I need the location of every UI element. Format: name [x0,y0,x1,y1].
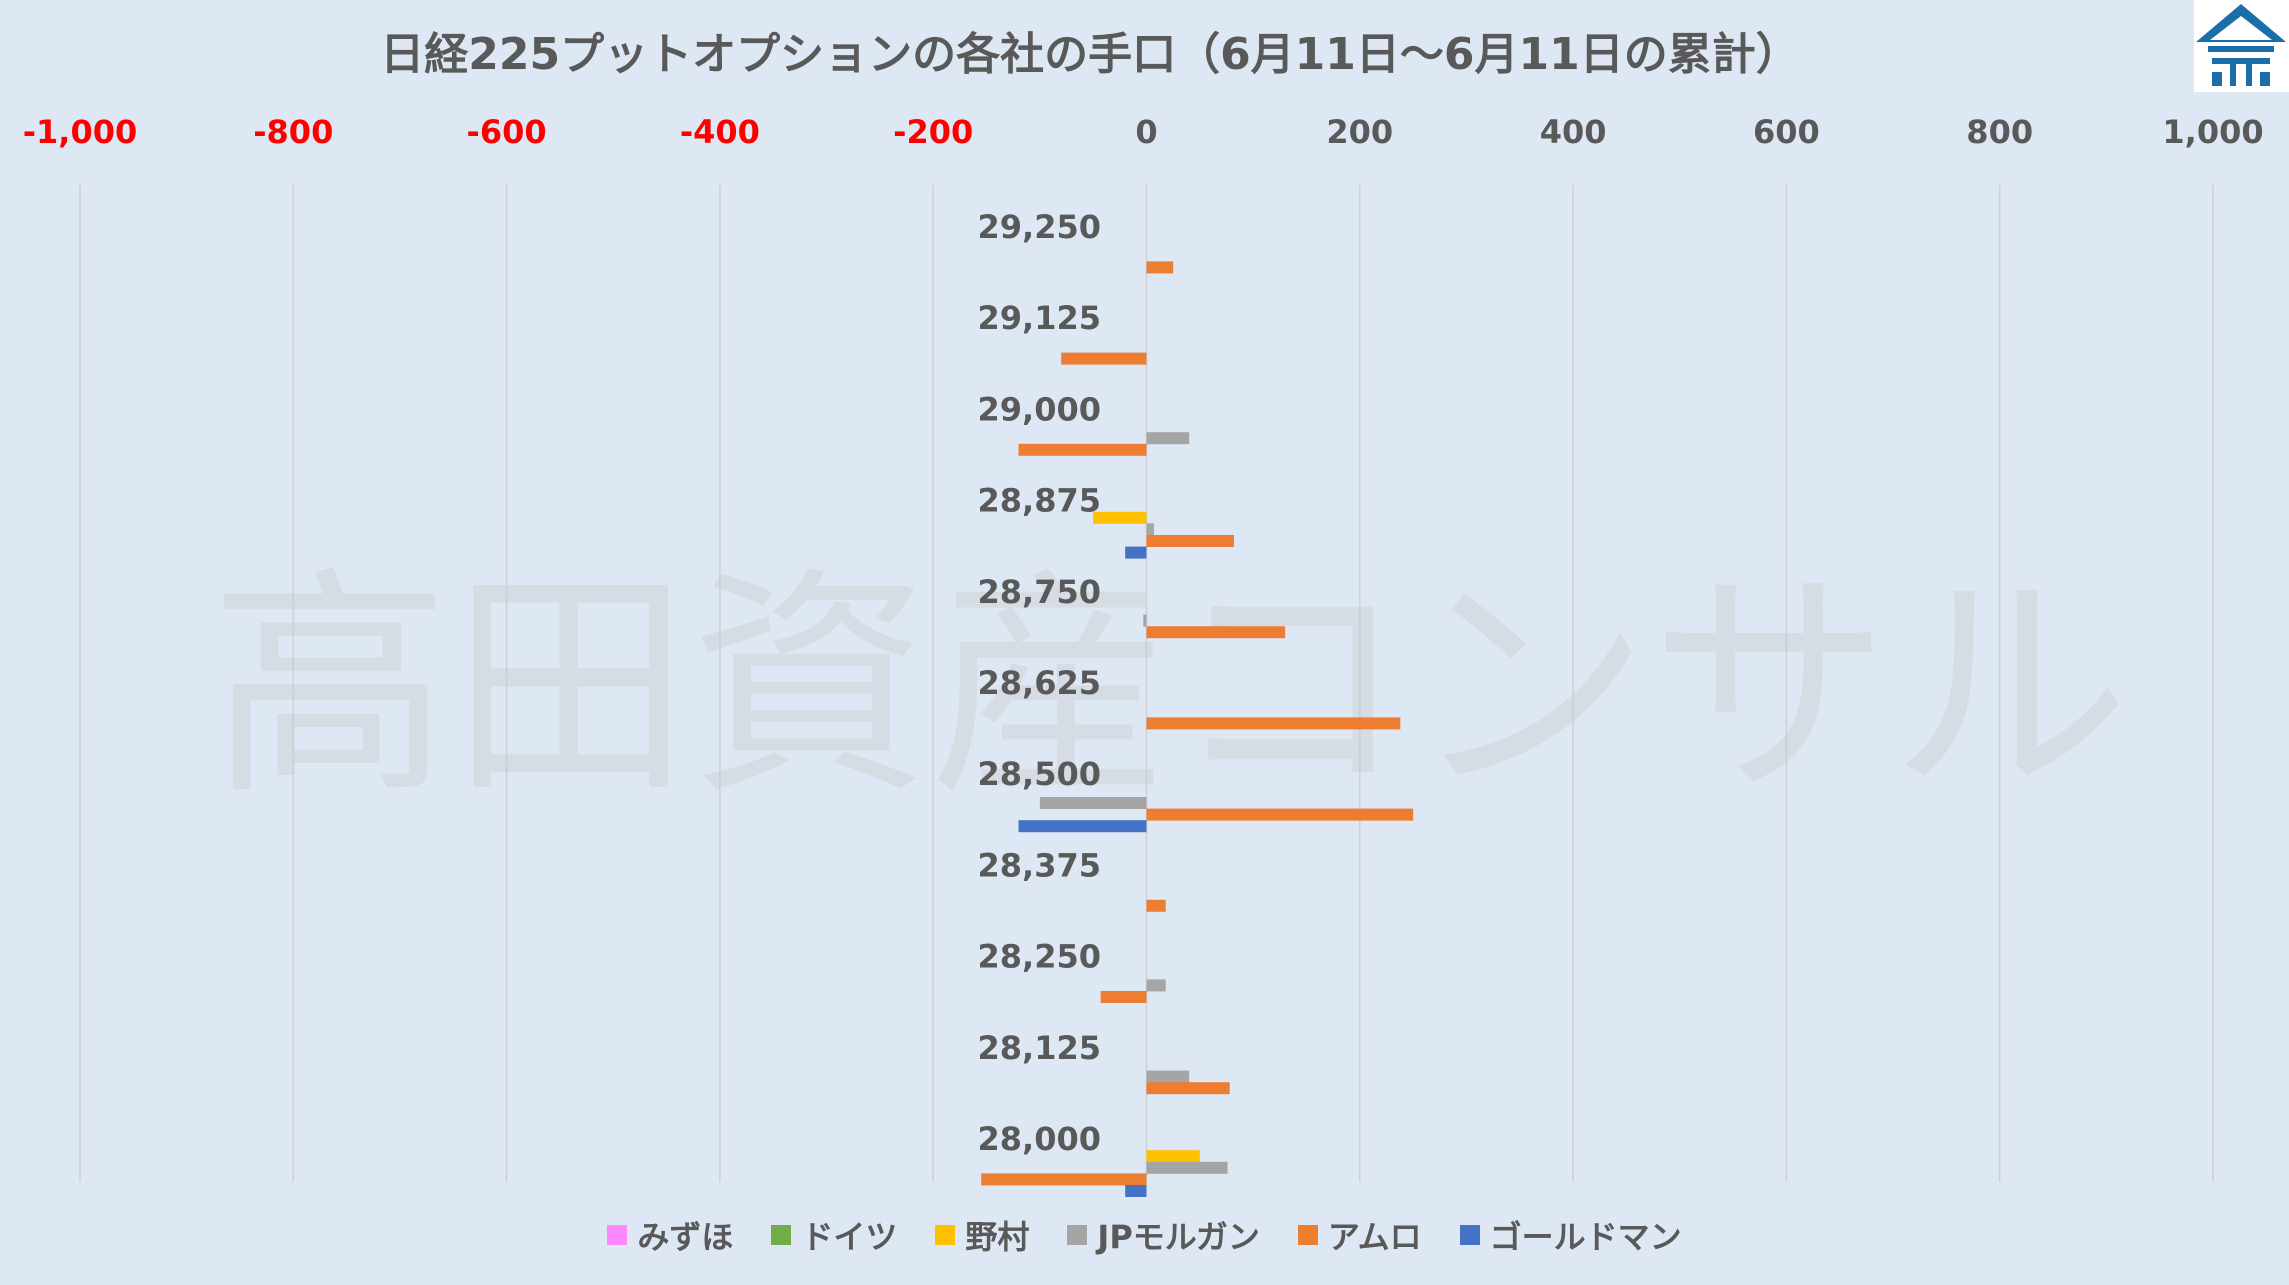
bar [1146,1082,1230,1095]
x-tick-label: 200 [1326,113,1393,151]
legend-entry: アムロ [1297,1212,1422,1258]
bar [1146,899,1166,912]
bar [1146,432,1190,445]
x-tick-label: 1,000 [2162,113,2263,151]
legend-swatch [1067,1225,1088,1245]
legend-swatch [1459,1225,1480,1245]
x-tick-label: 600 [1753,113,1820,151]
bar [1146,261,1174,274]
legend-entry: ゴールドマン [1459,1212,1682,1258]
category-label: 28,625 [978,664,1101,702]
bar [1146,535,1234,547]
legend-swatch [607,1225,628,1245]
x-tick-label: -1,000 [23,113,138,151]
x-tick-label: -800 [253,113,333,151]
legend-label: みずほ [637,1218,734,1256]
legend-label: ゴールドマン [1489,1218,1682,1256]
bar [1146,1161,1228,1174]
category-label: 29,000 [978,390,1101,428]
bar [1125,1185,1147,1197]
category-label: 28,875 [978,482,1101,520]
bar [981,1173,1147,1186]
bar [1146,979,1166,992]
legend-entry: みずほ [607,1212,733,1258]
bar [1100,991,1147,1003]
bar [1061,352,1147,365]
legend-entry: 野村 [935,1212,1029,1258]
legend-label: アムロ [1327,1218,1422,1256]
legend-entry: JPモルガン [1067,1212,1260,1258]
x-tick-label: -400 [680,113,760,151]
bar [1146,808,1414,821]
bar [1018,820,1147,833]
x-tick-label: 0 [1135,113,1157,151]
bar [1143,614,1147,627]
bar [1146,626,1286,639]
category-labels: 29,250 29,125 29,000 28,875 28,750 28,625 28,5… [978,208,1101,1158]
logo [2194,0,2289,92]
category-label: 29,125 [978,299,1101,337]
legend-swatch [935,1225,956,1245]
legend: みずほ ドイツ 野村 JPモルガン アムロ ゴールドマン [0,1212,2289,1258]
legend-entry: ドイツ [771,1212,897,1258]
bar [1093,511,1147,524]
grid-lines [79,185,2214,1182]
bar [1125,546,1147,559]
category-label: 28,125 [978,1029,1101,1067]
legend-label: ドイツ [801,1218,898,1256]
legend-swatch [1297,1225,1318,1245]
chart-title: 日経225プットオプションの各社の手口（6月11日～6月11日の累計） [380,29,1800,80]
category-label: 28,250 [978,938,1101,976]
bar [1146,717,1401,730]
bar [1146,523,1154,536]
x-tick-label: 800 [1966,113,2033,151]
category-label: 28,500 [978,755,1101,793]
legend-swatch [771,1225,792,1245]
bar [1146,1070,1190,1083]
x-tick-label: 400 [1540,113,1607,151]
watermark: 高田資産コンサル [210,547,2130,827]
x-tick-label: -600 [467,113,547,151]
legend-label: 野村 [965,1218,1030,1256]
bar [1018,443,1147,456]
x-axis-ticks: -1,000 -800 -600 -400 -200 0 200 400 600 800 1,000 [23,113,2264,151]
legend-label: JPモルガン [1097,1218,1260,1256]
bar [1146,1150,1200,1163]
x-tick-label: -200 [893,113,973,151]
category-label: 29,250 [978,208,1101,246]
category-label: 28,000 [978,1120,1101,1158]
category-label: 28,375 [978,846,1101,884]
bar [1039,797,1147,809]
category-label: 28,750 [978,573,1101,611]
bars [981,261,1414,1197]
building-logo-icon [2196,4,2286,86]
